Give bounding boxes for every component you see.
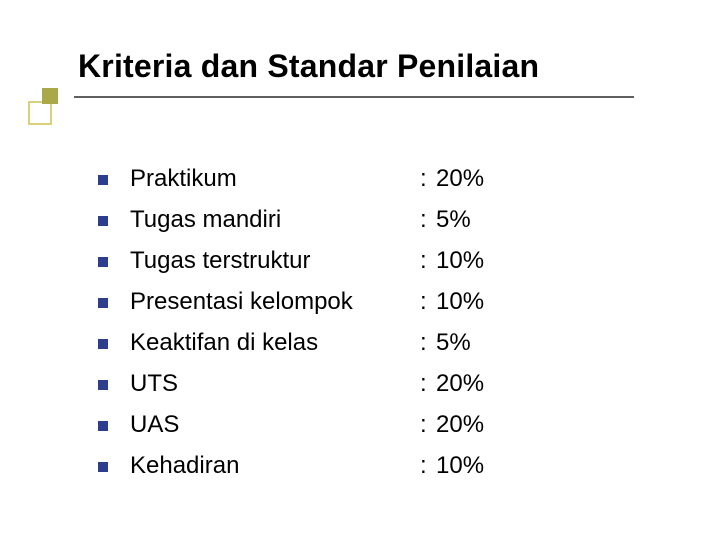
list-item: UTS:20%: [98, 363, 638, 404]
criterion-value: 10%: [436, 247, 484, 275]
criterion-label: Tugas mandiri: [130, 206, 420, 234]
criterion-value: 20%: [436, 411, 484, 439]
square-fill-icon: [42, 88, 58, 104]
list-item: Kehadiran:10%: [98, 445, 638, 486]
square-bullet-icon: [98, 175, 108, 185]
separator: :: [420, 247, 436, 275]
separator: :: [420, 288, 436, 316]
criterion-label: Praktikum: [130, 165, 420, 193]
criterion-label: UTS: [130, 370, 420, 398]
list-item: Presentasi kelompok:10%: [98, 281, 638, 322]
criterion-value: 5%: [436, 206, 471, 234]
square-bullet-icon: [98, 462, 108, 472]
criterion-label: Tugas terstruktur: [130, 247, 420, 275]
criterion-value: 20%: [436, 370, 484, 398]
criterion-label: UAS: [130, 411, 420, 439]
title-wrap: Kriteria dan Standar Penilaian: [78, 48, 539, 85]
list-item: UAS:20%: [98, 404, 638, 445]
criterion-value: 20%: [436, 165, 484, 193]
square-bullet-icon: [98, 380, 108, 390]
separator: :: [420, 411, 436, 439]
criterion-value: 5%: [436, 329, 471, 357]
separator: :: [420, 370, 436, 398]
square-bullet-icon: [98, 216, 108, 226]
separator: :: [420, 452, 436, 480]
title-underline: [74, 96, 634, 98]
criterion-label: Kehadiran: [130, 452, 420, 480]
separator: :: [420, 206, 436, 234]
list-item: Tugas terstruktur:10%: [98, 240, 638, 281]
criterion-label: Keaktifan di kelas: [130, 329, 420, 357]
separator: :: [420, 165, 436, 193]
square-bullet-icon: [98, 298, 108, 308]
square-bullet-icon: [98, 257, 108, 267]
slide: Kriteria dan Standar Penilaian Praktikum…: [0, 0, 720, 540]
square-bullet-icon: [98, 339, 108, 349]
criterion-value: 10%: [436, 452, 484, 480]
list-item: Keaktifan di kelas:5%: [98, 322, 638, 363]
list-item: Praktikum:20%: [98, 158, 638, 199]
separator: :: [420, 329, 436, 357]
square-bullet-icon: [98, 421, 108, 431]
square-outline-icon: [28, 101, 52, 125]
criteria-list: Praktikum:20%Tugas mandiri:5%Tugas terst…: [98, 158, 638, 486]
criterion-value: 10%: [436, 288, 484, 316]
slide-title: Kriteria dan Standar Penilaian: [78, 48, 539, 85]
criterion-label: Presentasi kelompok: [130, 288, 420, 316]
list-item: Tugas mandiri:5%: [98, 199, 638, 240]
